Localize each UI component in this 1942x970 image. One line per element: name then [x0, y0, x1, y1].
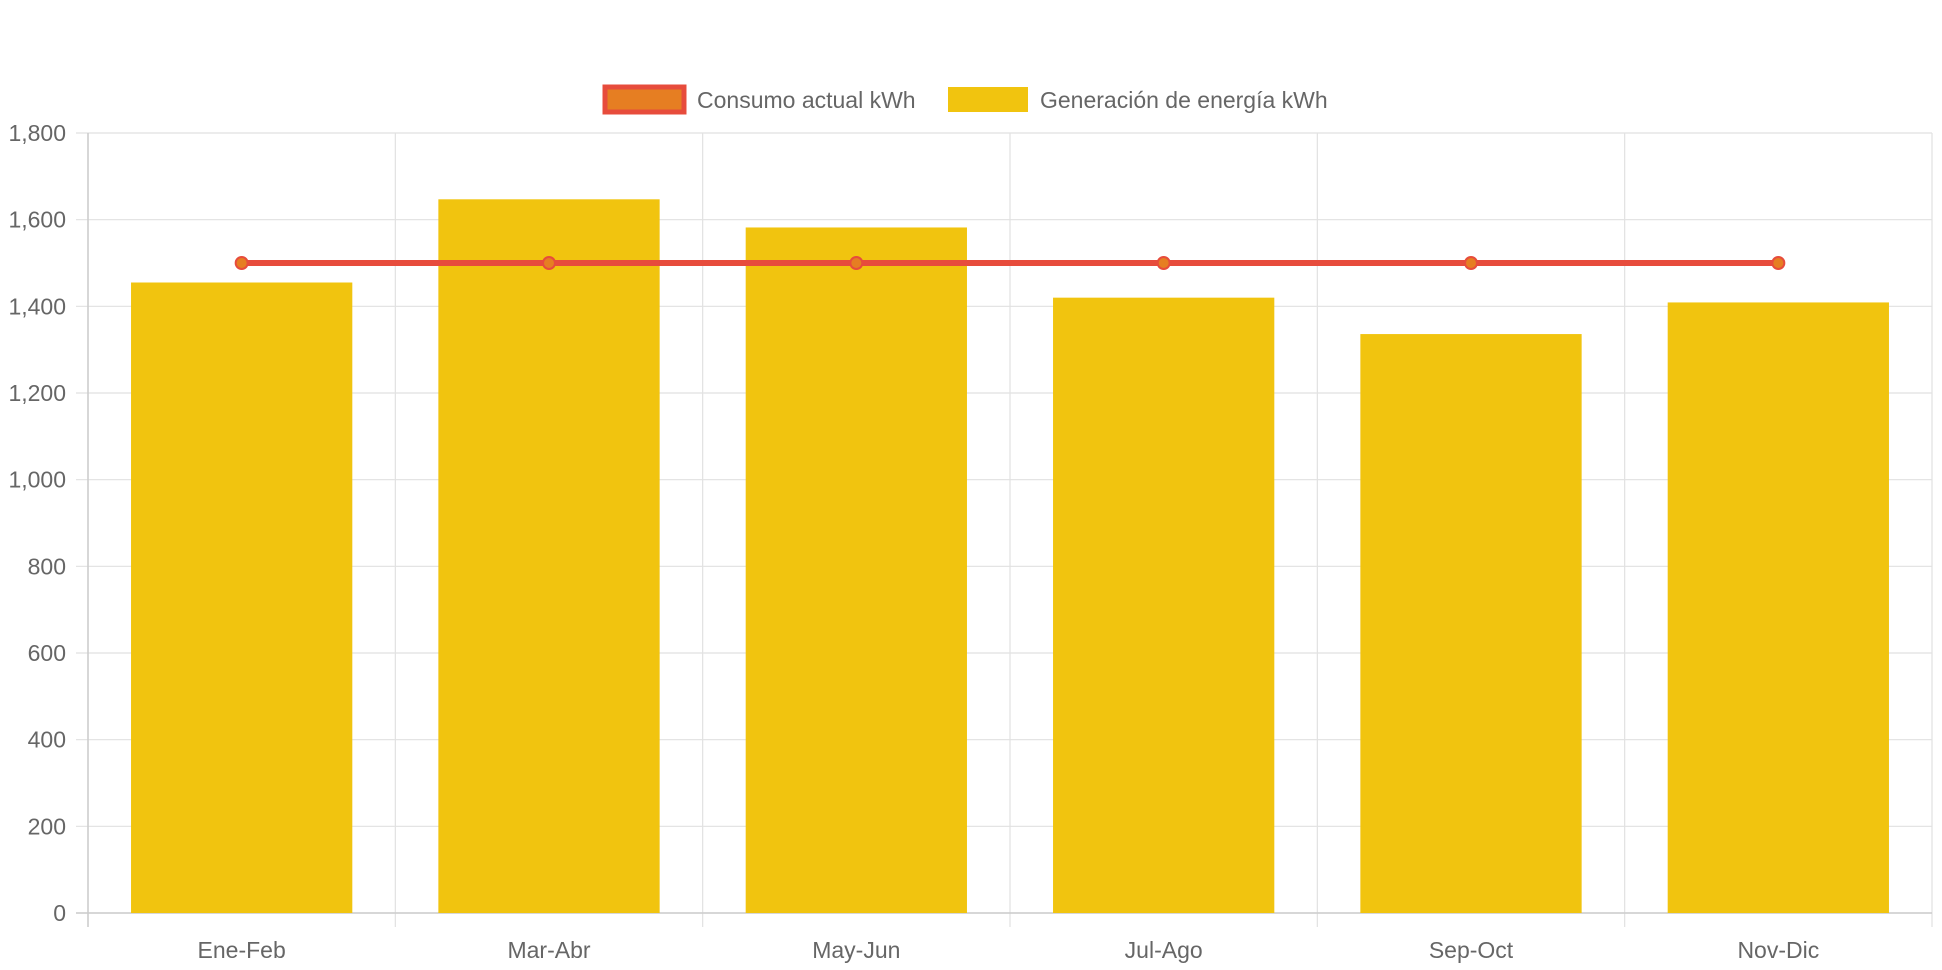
line-point-ene-feb[interactable]: [234, 256, 249, 270]
y-tick-label: 1,200: [8, 380, 66, 406]
chart-legend[interactable]: Consumo actual kWh Generación de energía …: [602, 84, 1328, 115]
legend-item-generacion[interactable]: Generación de energía kWh: [948, 87, 1328, 113]
bar-jul-ago[interactable]: [1053, 297, 1275, 914]
y-tick-label: 1,400: [8, 293, 66, 319]
legend-label-generacion: Generación de energía kWh: [1040, 87, 1328, 113]
legend-label-consumo: Consumo actual kWh: [697, 87, 916, 113]
line-series: [234, 256, 1786, 270]
bar-series: [131, 199, 1889, 914]
y-tick-label: 600: [28, 640, 66, 666]
x-axis: Ene-Feb Mar-Abr May-Jun Jul-Ago Sep-Oct Nov-D…: [76, 912, 1932, 963]
x-tick-label: May-Jun: [812, 937, 900, 963]
y-tick-label: 1,800: [8, 120, 66, 146]
legend-swatch-consumo: [602, 84, 687, 115]
y-tick-label: 1,600: [8, 207, 66, 233]
line-point-sep-oct[interactable]: [1464, 256, 1478, 270]
line-point-mar-abr[interactable]: [542, 256, 556, 270]
line-point-nov-dic[interactable]: [1771, 256, 1786, 270]
x-tick-label: Mar-Abr: [507, 937, 590, 963]
y-tick-label: 200: [28, 813, 66, 839]
y-tick-label: 800: [28, 553, 66, 579]
x-tick-label: Ene-Feb: [198, 937, 286, 963]
y-tick-label: 0: [53, 900, 66, 926]
y-tick-label: 1,000: [8, 467, 66, 493]
bar-ene-feb[interactable]: [131, 282, 353, 914]
bar-mar-abr[interactable]: [438, 199, 660, 914]
line-point-jul-ago[interactable]: [1156, 256, 1171, 270]
x-tick-label: Sep-Oct: [1429, 937, 1514, 963]
chart-grid: [76, 132, 1933, 927]
x-tick-label: Nov-Dic: [1737, 937, 1819, 963]
legend-item-consumo[interactable]: Consumo actual kWh: [602, 84, 916, 115]
bar-may-jun[interactable]: [745, 227, 967, 913]
x-tick-label: Jul-Ago: [1125, 937, 1203, 963]
line-point-may-jun[interactable]: [849, 256, 864, 270]
legend-swatch-generacion: [948, 87, 1028, 112]
bar-nov-dic[interactable]: [1667, 302, 1889, 913]
y-axis: 0 200 400 600 800 1,000 1,200 1,400 1,600 1,800: [8, 120, 89, 927]
y-tick-label: 400: [28, 727, 66, 753]
bar-sep-oct[interactable]: [1360, 334, 1582, 914]
